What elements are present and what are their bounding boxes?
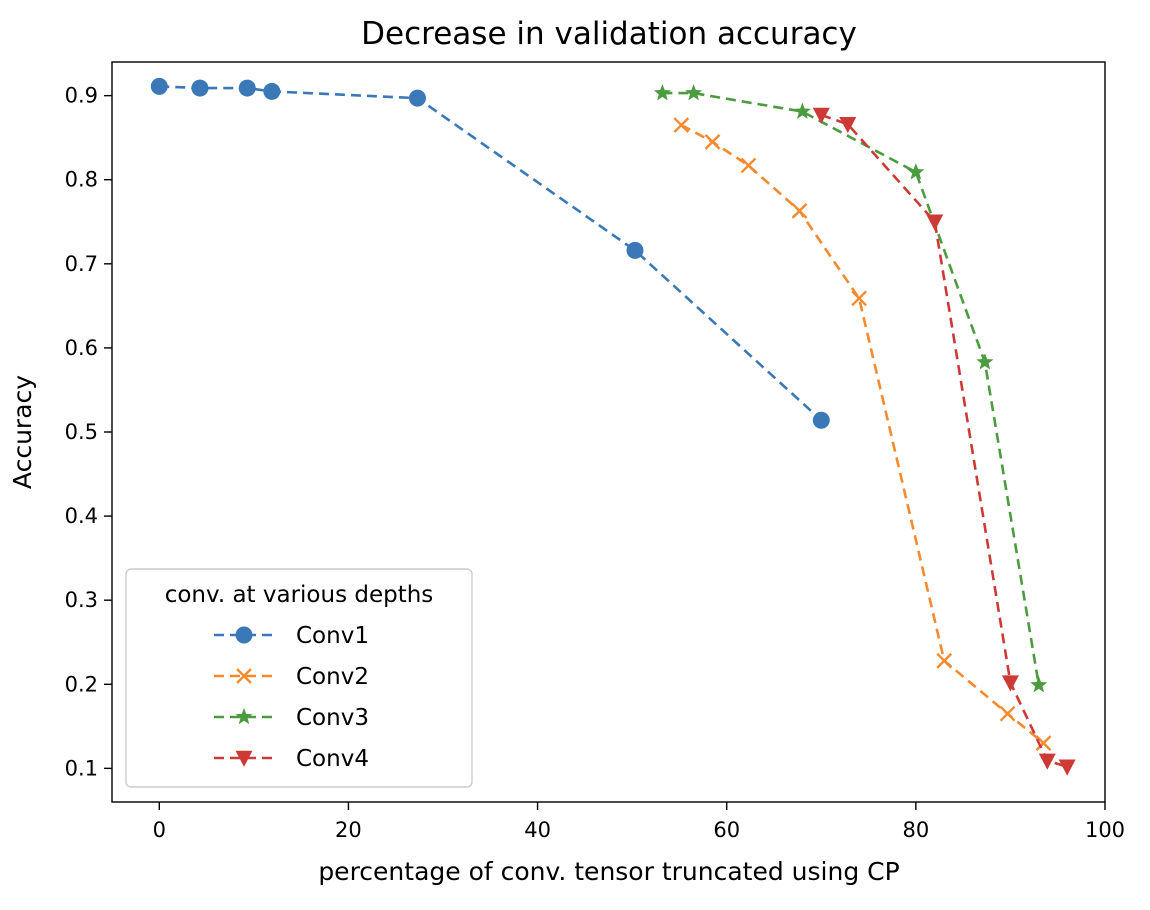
series-conv2 [673,117,1052,751]
data-point [976,353,994,370]
y-axis: 0.1 0.2 0.3 0.4 0.5 0.6 0.7 0.8 0.9 [65,84,112,780]
data-point [626,241,644,259]
x-tick-label: 100 [1085,818,1125,842]
x-tick-label: 80 [902,818,929,842]
legend-label: Conv3 [296,705,369,731]
data-point [1001,675,1019,692]
legend-frame [125,568,473,788]
legend-title: conv. at various depths [165,582,434,608]
data-point [812,107,830,124]
data-point [673,117,690,133]
series-line [662,91,1041,686]
data-point [926,214,944,231]
legend-item-conv4: Conv4 [214,746,369,772]
legend-label: Conv2 [296,664,369,690]
data-point [791,202,808,219]
series-conv4 [812,107,1076,776]
data-point [408,89,426,107]
series-layer [150,77,1076,776]
series-line [680,123,1045,745]
series-conv3 [653,84,1048,693]
y-tick-label: 0.6 [65,336,98,360]
data-point [936,652,953,669]
data-point [704,134,721,150]
data-point [685,84,703,101]
y-tick-label: 0.8 [65,168,98,192]
data-point [907,163,925,180]
y-tick-label: 0.3 [65,588,98,612]
legend-marker [235,626,253,644]
series-conv1 [150,77,830,429]
y-tick-label: 0.2 [65,672,98,696]
data-point [1038,753,1056,770]
data-point [150,77,168,95]
x-axis: 0 20 40 60 80 100 [153,802,1125,842]
data-point [851,290,867,307]
legend: conv. at various depths Conv1Conv2Conv3C… [125,568,473,788]
legend-marker [235,750,253,767]
y-tick-label: 0.4 [65,504,98,528]
legend-items: Conv1 Conv2 Conv3 Conv4 [214,623,369,772]
data-point [999,705,1016,722]
data-point [263,82,281,100]
legend-item-conv1: Conv1 [214,623,369,649]
legend-marker [235,708,253,725]
legend-marker [236,668,252,684]
data-point [839,117,857,134]
legend-item-conv2: Conv2 [214,664,369,690]
legend-label: Conv4 [296,746,369,772]
x-axis-label: percentage of conv. tensor truncated usi… [318,857,899,886]
data-point [1035,735,1052,751]
x-tick-label: 60 [713,818,740,842]
x-tick-label: 20 [335,818,362,842]
data-point [1030,676,1048,693]
data-point [191,79,209,97]
x-tick-label: 0 [153,818,166,842]
y-axis-label: Accuracy [8,375,37,489]
legend-label: Conv1 [296,623,369,649]
y-tick-label: 0.5 [65,420,98,444]
data-point [812,411,830,429]
data-point [740,157,757,174]
x-tick-label: 40 [524,818,551,842]
data-point [238,79,256,97]
y-tick-label: 0.1 [65,756,98,780]
chart-title: Decrease in validation accuracy [361,16,857,52]
y-tick-label: 0.7 [65,252,98,276]
legend-item-conv3: Conv3 [214,705,369,731]
data-point [1058,759,1076,776]
data-point [793,102,811,119]
y-tick-label: 0.9 [65,84,98,108]
data-point [653,84,671,101]
